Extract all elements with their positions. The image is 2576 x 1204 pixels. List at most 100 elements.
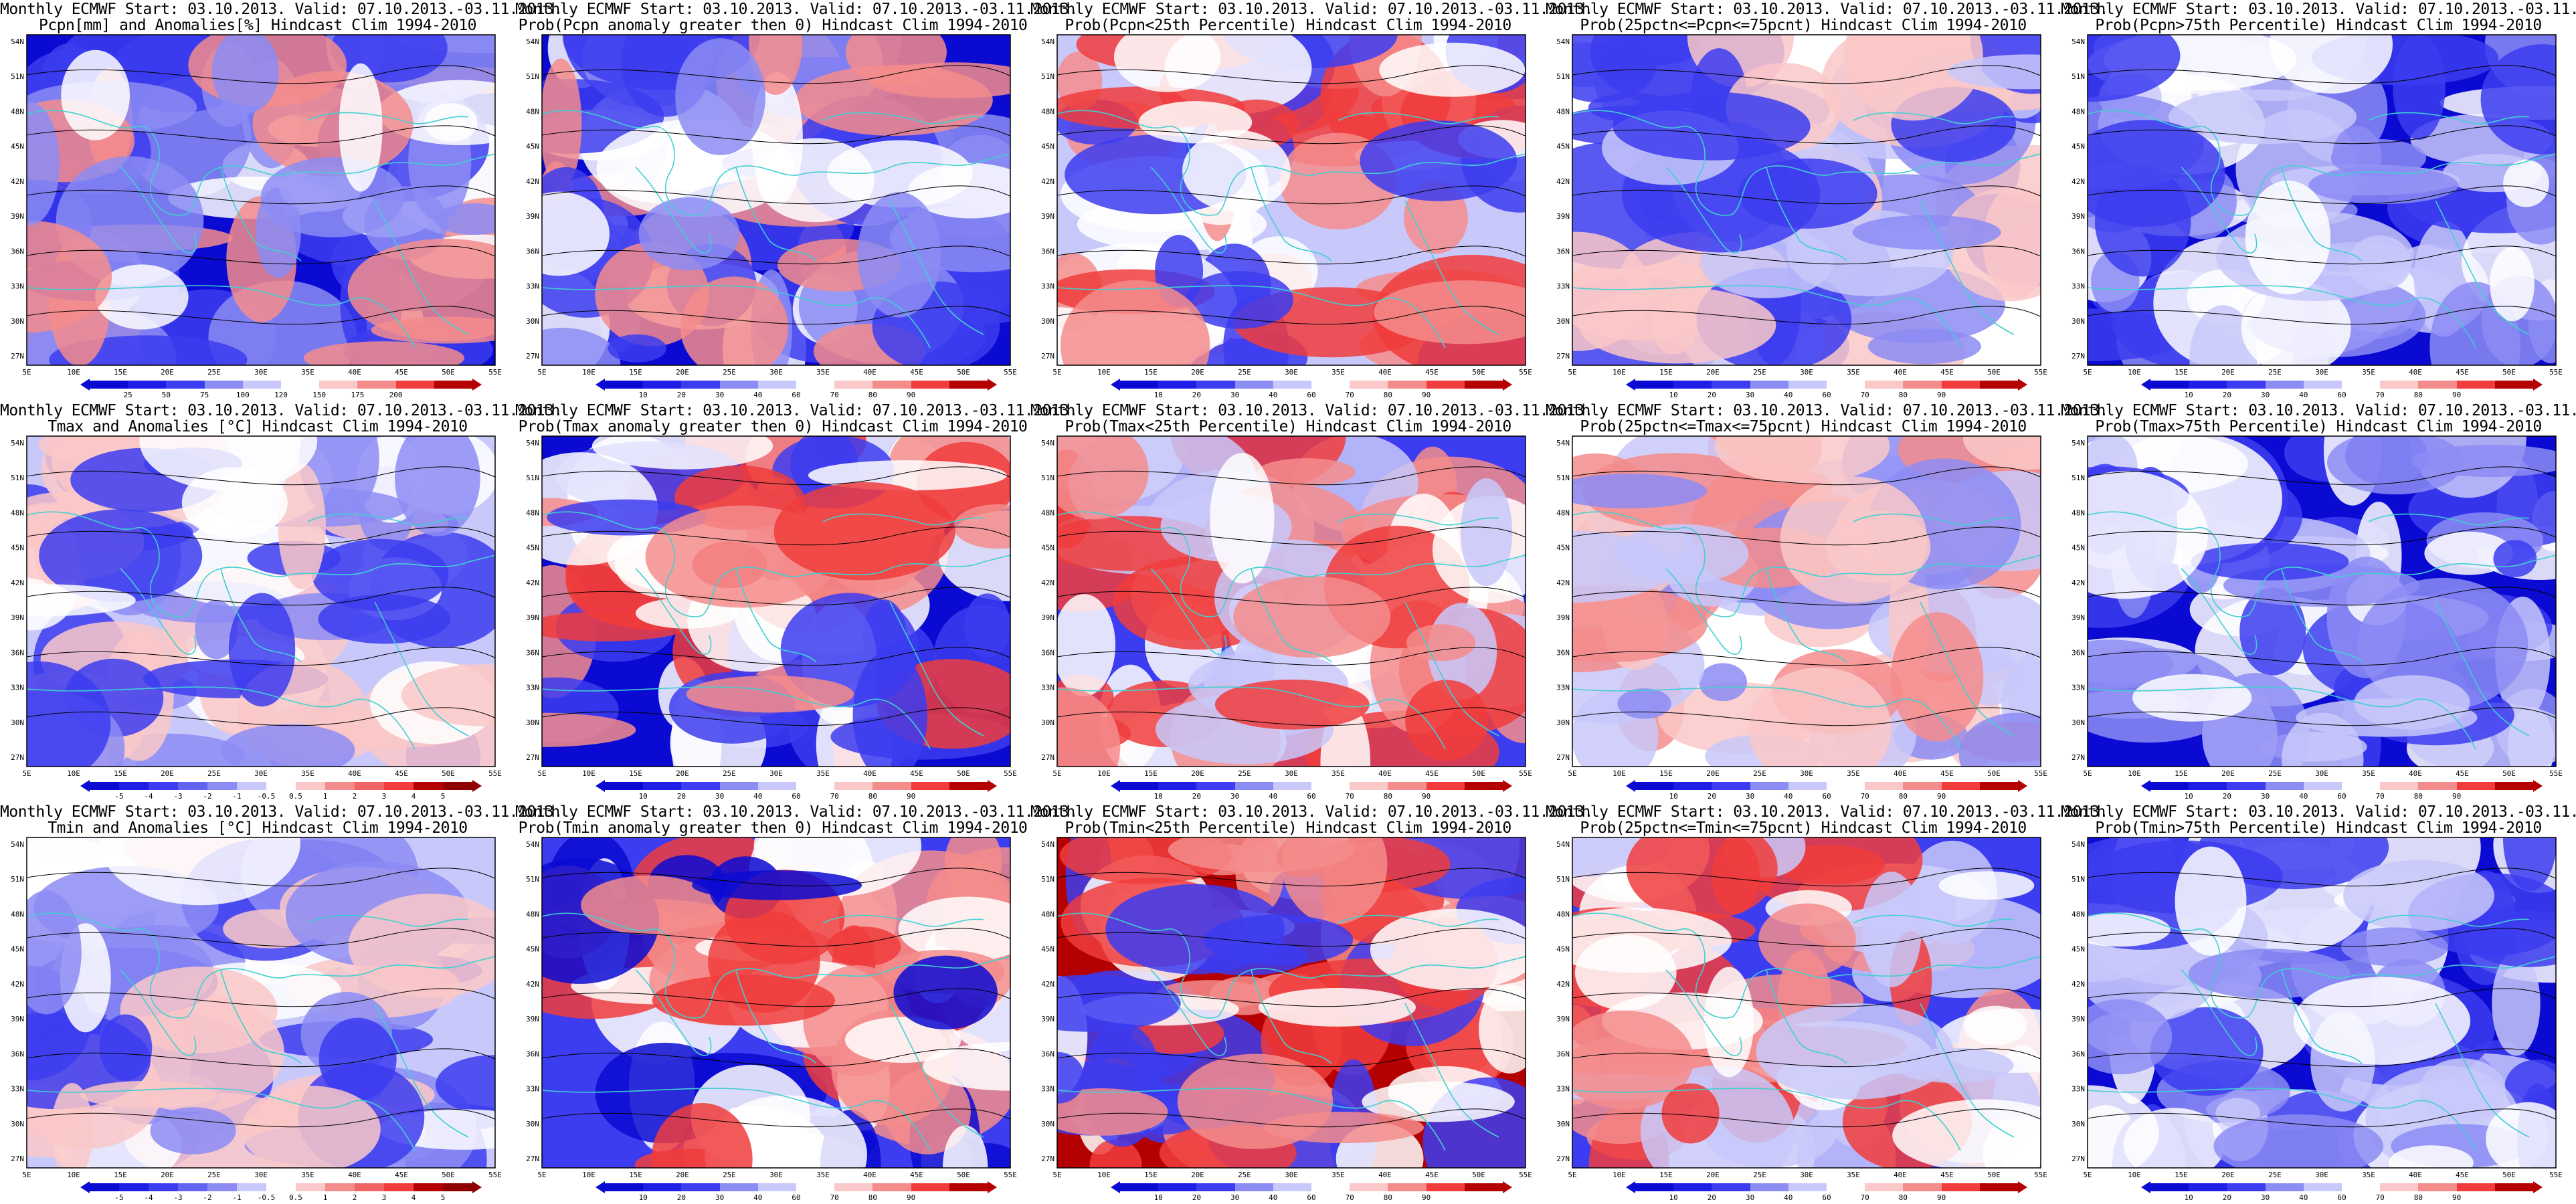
lon-tick-label: 40E (1894, 769, 1907, 778)
colorbar-cell (434, 381, 473, 389)
colorbar-tick-label: 20 (2222, 792, 2232, 801)
lat-tick-label: 30N (526, 718, 539, 727)
coastline (1920, 601, 2015, 736)
map-plot: 5E 10E 15E 20E 25E 30E 35E 40E 45E 50E 55E 54N 51N 48… (1556, 435, 2047, 778)
colorbar-cell (1979, 782, 2019, 790)
colorbar-cell (1673, 782, 1712, 790)
anomaly-field-patch (1168, 837, 1354, 873)
lon-tick-label: 30E (1800, 368, 1813, 377)
lon-tick-label: 45E (2456, 769, 2469, 778)
map-frame (541, 34, 1011, 366)
lon-tick-label: 5E (2083, 769, 2092, 778)
lat-tick-label: 42N (1556, 579, 1570, 587)
lon-tick-label: 15E (2175, 368, 2188, 377)
lon-tick-label: 25E (723, 769, 736, 778)
colorbar-tick-label: 1 (323, 792, 328, 801)
contour-line (1572, 185, 2041, 205)
colorbar-cell (119, 1183, 149, 1191)
contour-line (2088, 125, 2556, 144)
lat-tick-label: 48N (1041, 508, 1054, 517)
colorbar (80, 379, 482, 391)
lon-tick-label: 15E (114, 1171, 127, 1179)
colorbar-tick-label: 10 (1669, 1193, 1678, 1202)
anomaly-field-patch (347, 238, 495, 341)
lat-tick-label: 42N (1556, 177, 1570, 186)
colorbar-cell (1234, 782, 1273, 790)
map-frame (541, 837, 1011, 1169)
colorbar-cell (1750, 782, 1788, 790)
lat-tick-label: 45N (2072, 544, 2085, 553)
colorbar-cell (2494, 1183, 2534, 1191)
lat-tick-label: 30N (1556, 718, 1570, 727)
lon-tick-label: 50E (2502, 769, 2516, 778)
lat-tick-label: 33N (526, 282, 539, 291)
colorbar-cell (1673, 381, 1712, 389)
lon-tick-label: 40E (1378, 1171, 1392, 1179)
coastline (1572, 1088, 1961, 1151)
colorbar-tick-label: 70 (2375, 792, 2385, 801)
lat-tick-label: 48N (526, 910, 539, 918)
colorbar-cell (2418, 381, 2457, 389)
lon-tick-label: 45E (910, 1171, 923, 1179)
lon-tick-label: 25E (2268, 769, 2282, 778)
map-plot: 5E 10E 15E 20E 25E 30E 35E 40E 45E 50E 55E 54N 51N 48… (526, 34, 1017, 377)
lon-tick-label: 40E (863, 1171, 877, 1179)
panel-title-line1: Monthly ECMWF Start: 03.10.2013. Valid: … (0, 402, 563, 419)
colorbar-cell (2418, 1183, 2457, 1191)
contour-line (1057, 65, 1526, 84)
colorbar-max-arrow (1503, 1181, 1513, 1193)
coastline (735, 167, 817, 262)
colorbar-max-arrow (2533, 780, 2543, 792)
lat-tick-label: 42N (2072, 579, 2085, 587)
map-panel-p14: Monthly ECMWF Start: 03.10.2013. Valid: … (1546, 0, 2108, 401)
anomaly-field-patch (278, 463, 326, 590)
lat-tick-label: 33N (1041, 1085, 1054, 1094)
lat-tick-label: 48N (11, 508, 24, 517)
colorbar-tick-label: 30 (1230, 1193, 1240, 1202)
anomaly-field-patch (27, 220, 112, 333)
colorbar-cell (413, 1183, 443, 1191)
coastline (120, 568, 197, 655)
colorbar-cell (149, 1183, 178, 1191)
anomaly-field-patch (2393, 35, 2446, 140)
anomaly-field-patch (1572, 231, 1651, 351)
colorbar-tick-label: 50 (161, 391, 171, 399)
colorbar-tick-label: 90 (1421, 792, 1431, 801)
lon-tick-label: 25E (2268, 1171, 2282, 1179)
lon-tick-label: 50E (442, 1171, 455, 1179)
colorbar-ticks: 10 20 30 40 60 70 80 90 (1120, 1193, 1503, 1203)
panel-title-line2: Prob(Tmax<25th Percentile) Hindcast Clim… (1065, 418, 1511, 435)
contour-line (1057, 1108, 1526, 1128)
lon-tick-label: 35E (301, 368, 314, 377)
lat-tick-label: 48N (2072, 107, 2085, 116)
lon-tick-label: 15E (1144, 368, 1158, 377)
colorbar-tick-label: 20 (1707, 1193, 1717, 1202)
lon-tick-label: 25E (1753, 1171, 1766, 1179)
lat-tick-label: 39N (11, 613, 24, 622)
colorbar-cell (2456, 1183, 2495, 1191)
colorbar-cell (1234, 381, 1273, 389)
map-panel-p35: Monthly ECMWF Start: 03.10.2013. Valid: … (2061, 803, 2576, 1204)
coastline (822, 112, 984, 124)
lat-tick-label: 36N (526, 1049, 539, 1058)
lat-tick-label: 36N (11, 247, 24, 256)
contour-line (1572, 1108, 2041, 1128)
colorbar-tick-label: -3 (173, 792, 183, 801)
coastline (635, 969, 712, 1056)
colorbar-cell (949, 381, 988, 389)
coastline (635, 568, 712, 655)
colorbar-cell (1311, 381, 1350, 389)
panel-title-line1: Monthly ECMWF Start: 03.10.2013. Valid: … (2061, 803, 2576, 821)
colorbar-tick-label: 80 (2413, 1193, 2423, 1202)
anomaly-field-patch (2088, 471, 2208, 599)
anomaly-field-patch (675, 38, 766, 156)
lat-tick-label: 42N (11, 579, 24, 587)
lon-tick-label: 55E (1004, 368, 1017, 377)
lon-tick-label: 40E (863, 769, 877, 778)
coastline (889, 1003, 984, 1138)
anomaly-field-patch (1264, 1112, 1424, 1144)
lat-tick-label: 30N (2072, 317, 2085, 326)
colorbar-max-arrow (1503, 379, 1513, 391)
colorbar (1626, 1181, 2028, 1193)
